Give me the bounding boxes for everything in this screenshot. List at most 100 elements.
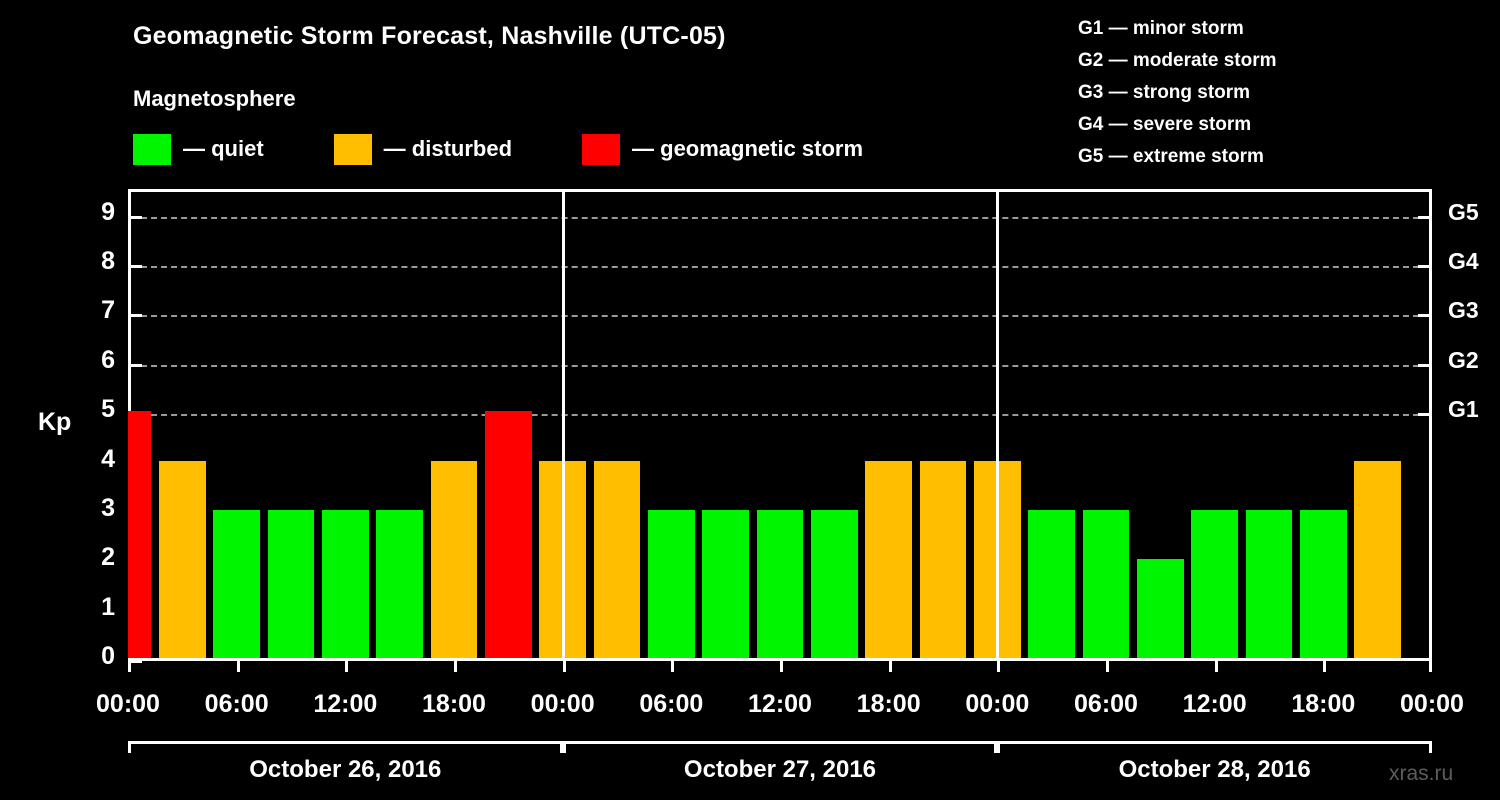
x-label-7: 18:00 bbox=[856, 690, 921, 718]
legend: — quiet — disturbed — geomagnetic storm bbox=[133, 133, 863, 165]
bar bbox=[919, 460, 967, 658]
day-label-2: October 27, 2016 bbox=[683, 756, 877, 783]
g-label-G3: G3 bbox=[1448, 297, 1479, 324]
magnetosphere-heading: Magnetosphere bbox=[133, 86, 296, 111]
bar bbox=[1082, 509, 1130, 658]
y-label-6: 6 bbox=[101, 345, 115, 374]
y-tick-0 bbox=[131, 660, 142, 663]
bar-series bbox=[128, 189, 1432, 658]
g-scale-line-1: G1 — minor storm bbox=[1078, 18, 1244, 39]
x-label-12: 00:00 bbox=[1400, 690, 1464, 718]
y-axis-label: Kp bbox=[38, 408, 72, 436]
y-label-0: 0 bbox=[101, 642, 115, 670]
bar bbox=[811, 509, 858, 658]
legend-label-storm: — geomagnetic storm bbox=[632, 136, 864, 161]
bar bbox=[322, 509, 369, 658]
bar bbox=[485, 411, 532, 658]
x-tick-6 bbox=[780, 661, 783, 672]
gridline-kp-6 bbox=[131, 364, 1429, 367]
bar bbox=[756, 509, 804, 658]
legend-item-disturbed: — disturbed bbox=[333, 133, 513, 165]
x-axis-line bbox=[128, 658, 1432, 661]
day-band-1 bbox=[128, 741, 563, 753]
legend-label-quiet: — quiet bbox=[183, 136, 264, 161]
day-separator-1 bbox=[561, 189, 565, 658]
y-tick-9 bbox=[131, 215, 142, 219]
bar bbox=[1191, 509, 1238, 658]
g-tick-G4 bbox=[1418, 265, 1429, 269]
g-scale-line-5: G5 — extreme storm bbox=[1078, 146, 1264, 167]
legend-label-disturbed: — disturbed bbox=[383, 136, 513, 161]
legend-item-storm: — geomagnetic storm bbox=[582, 133, 864, 165]
y-label-9: 9 bbox=[101, 197, 115, 226]
bar bbox=[1245, 509, 1293, 658]
x-label-1: 06:00 bbox=[204, 690, 269, 718]
g-scale-legend: G1 — minor storm G2 — moderate storm G3 — … bbox=[1078, 13, 1277, 173]
bar bbox=[648, 509, 695, 658]
day-separator-2 bbox=[996, 189, 1000, 658]
y-tick-7 bbox=[131, 314, 142, 318]
bar bbox=[1300, 509, 1347, 658]
bar bbox=[1137, 559, 1184, 658]
x-label-8: 00:00 bbox=[965, 690, 1030, 718]
gridline-kp-8 bbox=[131, 266, 1429, 269]
g-label-G4: G4 bbox=[1448, 248, 1479, 275]
x-tick-1 bbox=[236, 661, 240, 672]
g-tick-G1 bbox=[1418, 413, 1429, 417]
page-title: Geomagnetic Storm Forecast, Nashville (U… bbox=[133, 22, 726, 50]
g-label-G2: G2 bbox=[1448, 346, 1479, 373]
x-label-11: 18:00 bbox=[1291, 690, 1356, 718]
x-tick-0 bbox=[128, 661, 131, 672]
watermark: xras.ru bbox=[1389, 762, 1454, 785]
x-label-10: 12:00 bbox=[1182, 690, 1247, 718]
y-label-7: 7 bbox=[101, 296, 115, 325]
x-tick-12 bbox=[1429, 661, 1432, 672]
legend-swatch-disturbed bbox=[333, 133, 372, 165]
bar bbox=[1028, 509, 1075, 658]
g-scale-line-3: G3 — strong storm bbox=[1078, 82, 1251, 103]
y-label-5: 5 bbox=[101, 395, 115, 424]
bar bbox=[213, 509, 260, 658]
g-tick-G3 bbox=[1418, 314, 1429, 318]
y-label-8: 8 bbox=[101, 247, 115, 276]
y-label-4: 4 bbox=[101, 444, 115, 473]
x-tick-11 bbox=[1323, 661, 1327, 672]
x-label-6: 12:00 bbox=[748, 690, 812, 718]
bar bbox=[376, 509, 423, 658]
bar bbox=[430, 460, 478, 658]
x-tick-9 bbox=[1106, 661, 1109, 672]
x-label-5: 06:00 bbox=[639, 690, 704, 718]
day-label-1: October 26, 2016 bbox=[249, 756, 442, 783]
legend-item-quiet: — quiet bbox=[133, 133, 264, 165]
g-label-G1: G1 bbox=[1448, 396, 1479, 423]
x-tick-8 bbox=[997, 661, 1001, 672]
bar bbox=[159, 460, 206, 658]
x-label-9: 06:00 bbox=[1074, 690, 1138, 718]
gridlines bbox=[131, 192, 1429, 658]
y-label-1: 1 bbox=[101, 592, 115, 621]
day-band-2 bbox=[562, 741, 998, 753]
g-scale-line-4: G4 — severe storm bbox=[1078, 114, 1252, 135]
day-label-3: October 28, 2016 bbox=[1118, 756, 1311, 783]
g-tick-G5 bbox=[1418, 215, 1429, 219]
g-tick-G2 bbox=[1418, 363, 1429, 367]
x-tick-2 bbox=[345, 661, 349, 672]
bar bbox=[702, 509, 749, 658]
bar bbox=[865, 460, 912, 658]
gridline-kp-9 bbox=[131, 216, 1429, 219]
y-tick-6 bbox=[131, 363, 142, 367]
g-label-G5: G5 bbox=[1448, 198, 1479, 225]
legend-swatch-quiet bbox=[133, 133, 171, 165]
x-tick-3 bbox=[454, 661, 457, 672]
x-label-4: 00:00 bbox=[530, 690, 595, 718]
y-label-2: 2 bbox=[101, 543, 115, 572]
x-tick-4 bbox=[562, 661, 566, 672]
x-tick-5 bbox=[671, 661, 675, 672]
x-tick-7 bbox=[888, 661, 892, 672]
x-label-2: 12:00 bbox=[313, 690, 378, 718]
y-tick-8 bbox=[131, 265, 142, 269]
x-label-3: 18:00 bbox=[422, 690, 486, 718]
x-tick-10 bbox=[1214, 661, 1218, 672]
bar bbox=[1354, 460, 1401, 658]
